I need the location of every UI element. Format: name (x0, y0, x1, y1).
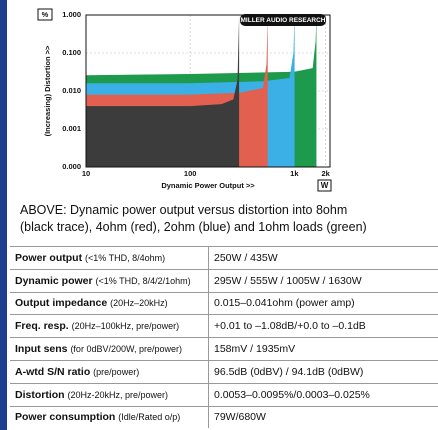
row-value: 96.5dB (0dBV) / 94.1dB (0dBW) (208, 359, 438, 384)
row-value: 0.0053–0.0095%/0.0003–0.025% (208, 382, 438, 407)
plot-frame (85, 14, 331, 168)
row-note: (<1% THD, 8/4ohm) (85, 252, 166, 263)
row-note: (Idle/Rated o/p) (118, 412, 181, 423)
y-tick-label: 0.100 (62, 48, 81, 57)
row-note: (for 0dBV/200W, pre/power) (70, 344, 182, 355)
area (86, 15, 240, 167)
logo: MILLER AUDIO RESEARCH (241, 17, 326, 24)
table-row: Distortion (20Hz-20kHz, pre/power) 0.0053… (10, 382, 438, 407)
side-strip (0, 0, 7, 430)
row-label: Freq. resp. (15, 320, 69, 333)
y-tick-label: 0.000 (62, 162, 81, 171)
row-label: Power consumption (15, 411, 116, 424)
x-tick-label: 2k (322, 169, 331, 178)
x-tick-label: 1k (290, 169, 299, 178)
label-cell: A-wtd S/N ratio (pre/power) (10, 359, 209, 384)
row-label: Output impedance (15, 297, 108, 310)
row-value: +0.01 to –1.08dB/+0.0 to –0.1dB (208, 314, 438, 338)
table-row: A-wtd S/N ratio (pre/power) 96.5dB (0dBV)… (10, 359, 438, 384)
y-tick-label: 0.010 (62, 86, 81, 95)
row-value: 250W / 435W (208, 246, 438, 270)
row-label: Distortion (15, 388, 65, 401)
row-note: (<1% THD, 8/4/2/1ohm) (95, 275, 191, 286)
table-row: Freq. resp. (20Hz–100kHz, pre/power) +0.0… (10, 314, 438, 338)
x-tick-label: 10 (82, 169, 90, 178)
row-value: 0.015–0.041ohm (power amp) (208, 291, 438, 315)
row-label: A-wtd S/N ratio (15, 365, 91, 378)
row-label: Dynamic power (15, 274, 93, 287)
table-row: Input sens (for 0dBV/200W, pre/power) 158… (10, 337, 438, 361)
chart: 0.000 0.001 0.010 0.100 1.000 10 100 1k 2k MILLER… (37, 8, 332, 192)
label-cell: Output impedance (20Hz–20kHz) (10, 291, 209, 315)
y-unit: % (42, 10, 49, 19)
row-note: (pre/power) (93, 366, 140, 377)
y-tick-label: 0.001 (62, 124, 81, 133)
y-axis-label: (Increasing) Distortion >> (43, 45, 52, 136)
row-label: Power output (15, 251, 83, 264)
caption-line: (black trace), 4ohm (red), 2ohm (blue) a… (20, 220, 367, 234)
label-cell: Dynamic power (<1% THD, 8/4/2/1ohm) (10, 268, 209, 293)
table-row: Dynamic power (<1% THD, 8/4/2/1ohm) 295W … (10, 268, 438, 293)
table-row: Output impedance (20Hz–20kHz) 0.015–0.041… (10, 291, 438, 315)
spec-table: Power output (<1% THD, 8/4ohm) 250W / 435… (10, 246, 438, 429)
row-value: 158mV / 1935mV (208, 337, 438, 361)
unit-box (37, 8, 53, 21)
label-cell: Freq. resp. (20Hz–100kHz, pre/power) (10, 314, 209, 338)
x-unit: W (321, 181, 329, 190)
unit-box (317, 179, 332, 192)
row-value: 79W/680W (208, 405, 438, 429)
label-cell: Power consumption (Idle/Rated o/p) (10, 405, 209, 429)
row-note: (20Hz–100kHz, pre/power) (71, 321, 180, 332)
row-note: (20Hz–20kHz) (110, 298, 168, 309)
caption: ABOVE: Dynamic power output versus disto… (20, 202, 367, 236)
x-tick-label: 100 (184, 169, 197, 178)
row-label: Input sens (15, 343, 68, 356)
x-axis-label: Dynamic Power Output >> (161, 181, 255, 190)
label-cell: Distortion (20Hz-20kHz, pre/power) (10, 382, 209, 407)
label-cell: Power output (<1% THD, 8/4ohm) (10, 246, 209, 270)
table-row: Power consumption (Idle/Rated o/p) 79W/68… (10, 405, 438, 429)
y-tick-label: 1.000 (62, 10, 81, 19)
row-value: 295W / 555W / 1005W / 1630W (208, 268, 438, 293)
table-row: Power output (<1% THD, 8/4ohm) 250W / 435… (10, 246, 438, 270)
logo-box (240, 14, 326, 26)
row-note: (20Hz-20kHz, pre/power) (67, 389, 169, 400)
caption-line: ABOVE: Dynamic power output versus disto… (20, 203, 348, 217)
label-cell: Input sens (for 0dBV/200W, pre/power) (10, 337, 209, 361)
